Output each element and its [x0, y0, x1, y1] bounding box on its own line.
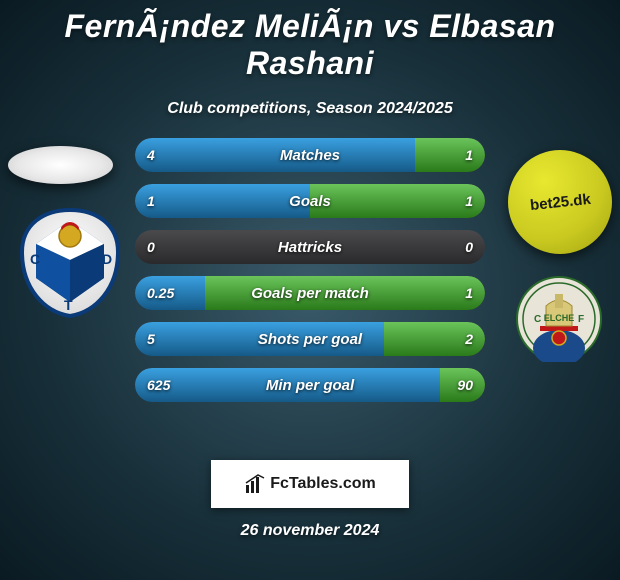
stat-left-value: 0.25 [147, 276, 174, 310]
stat-row: 0 0Hattricks [135, 230, 485, 264]
footer-date: 26 november 2024 [0, 522, 620, 540]
stat-right-fill [205, 276, 485, 310]
chart-icon [244, 473, 266, 495]
svg-text:C: C [30, 251, 40, 267]
brand-text: FcTables.com [270, 475, 376, 493]
stat-left-value: 5 [147, 322, 155, 356]
svg-text:D: D [102, 251, 112, 267]
stat-row: 62590Min per goal [135, 368, 485, 402]
stat-row: 11Goals [135, 184, 485, 218]
stat-left-fill [135, 368, 440, 402]
svg-text:C: C [534, 314, 541, 325]
stat-left-value: 0 [147, 230, 155, 264]
player-right-photo: bet25.dk [508, 150, 612, 254]
club-left-badge: C D T [18, 206, 122, 318]
club-right-badge: ELCHE C F [516, 276, 602, 362]
stat-left-value: 4 [147, 138, 155, 172]
stat-right-fill [415, 138, 485, 172]
player-right-jersey-text: bet25.dk [529, 190, 591, 213]
stat-left-value: 1 [147, 184, 155, 218]
stat-label: Hattricks [135, 230, 485, 264]
stats-bars: 41Matches11Goals00Hattricks0.251Goals pe… [135, 138, 485, 414]
subtitle: Club competitions, Season 2024/2025 [0, 100, 620, 118]
stat-left-fill [135, 138, 415, 172]
stat-right-value: 2 [465, 322, 473, 356]
stat-right-value: 1 [465, 184, 473, 218]
brand-box: FcTables.com [211, 460, 409, 508]
stat-right-value: 1 [465, 138, 473, 172]
stat-right-value: 1 [465, 276, 473, 310]
svg-text:T: T [64, 297, 73, 313]
stat-left-fill [135, 322, 384, 356]
stat-row: 52Shots per goal [135, 322, 485, 356]
player-left-photo [8, 146, 113, 184]
stat-left-value: 625 [147, 368, 170, 402]
svg-text:F: F [578, 314, 584, 325]
page-title: FernÃ¡ndez MeliÃ¡n vs Elbasan Rashani [0, 0, 620, 82]
stat-right-value: 90 [457, 368, 473, 402]
stat-row: 41Matches [135, 138, 485, 172]
stat-left-fill [135, 184, 310, 218]
stat-right-fill [310, 184, 485, 218]
svg-text:ELCHE: ELCHE [544, 313, 575, 323]
stat-right-value: 0 [465, 230, 473, 264]
stat-row: 0.251Goals per match [135, 276, 485, 310]
brand-logo: FcTables.com [244, 473, 376, 495]
comparison-panel: bet25.dk C D T [0, 138, 620, 438]
